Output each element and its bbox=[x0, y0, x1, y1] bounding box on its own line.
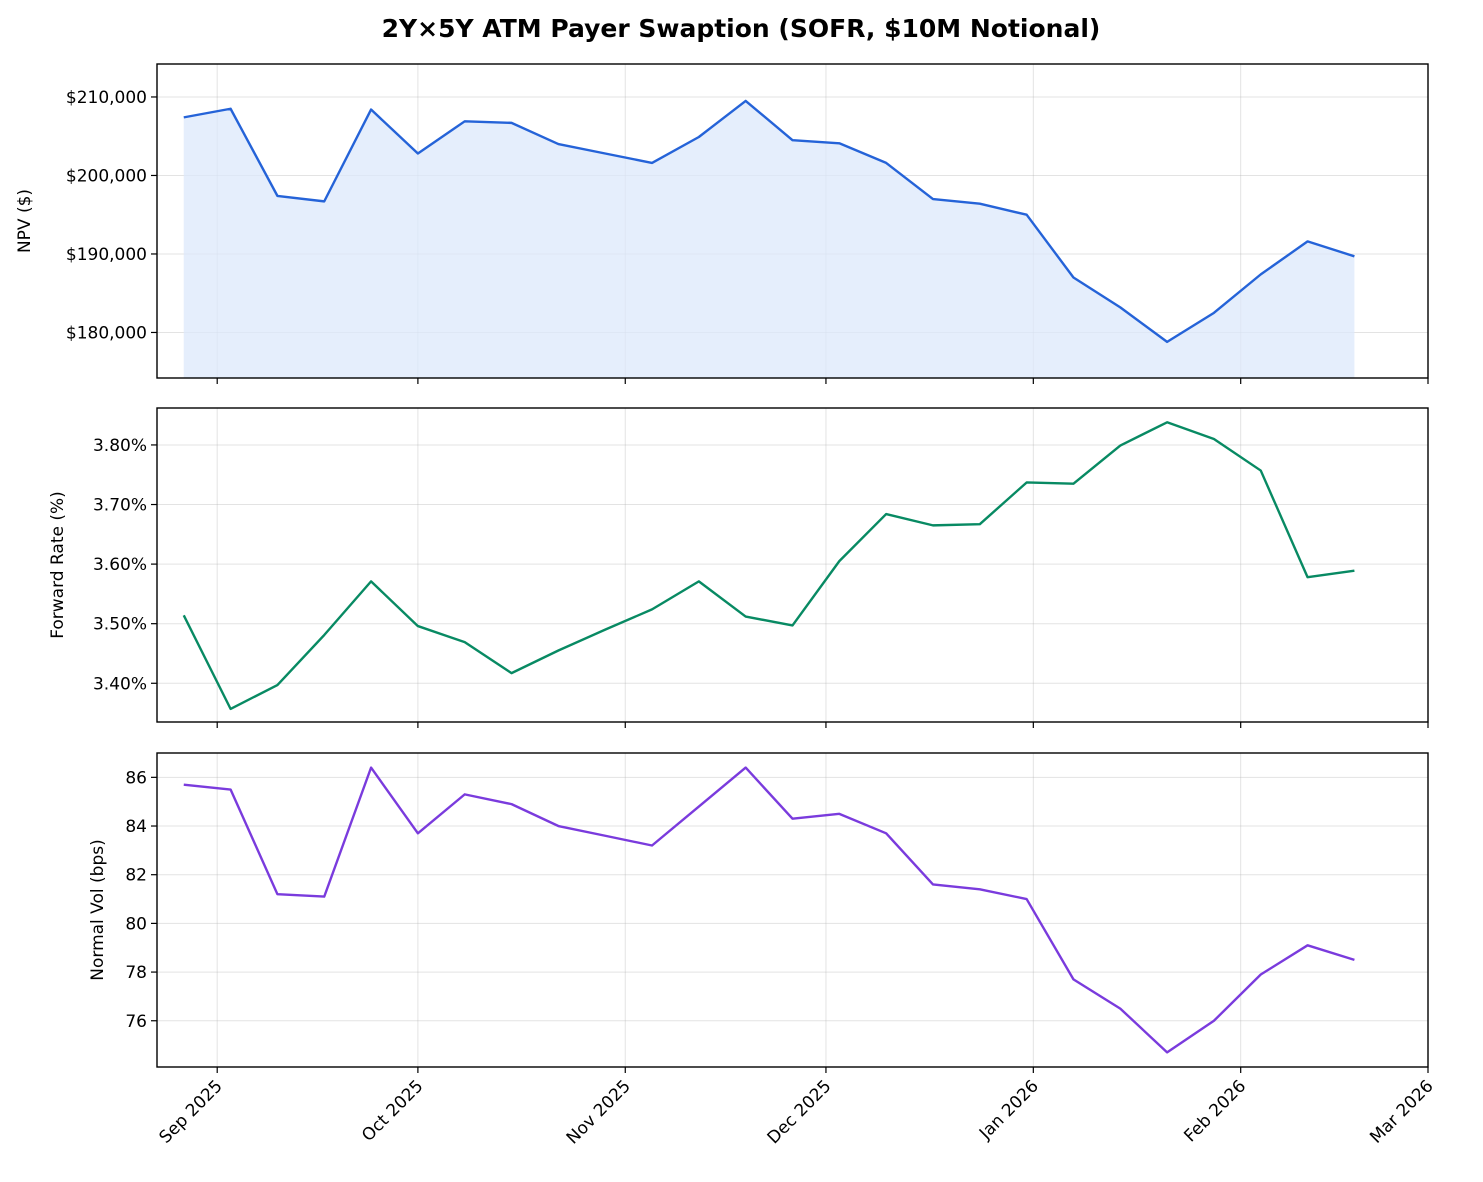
npv-frame bbox=[156, 63, 1429, 379]
normal-vol-ytick-label: 84 bbox=[125, 817, 147, 837]
xtick-label: Oct 2025 bbox=[358, 1076, 427, 1145]
normal-vol-ytick-label: 86 bbox=[125, 768, 147, 788]
npv-ylabel: NPV ($) bbox=[15, 189, 35, 253]
normal-vol-ytick-label: 78 bbox=[125, 963, 147, 983]
normal-vol-ylabel: Normal Vol (bps) bbox=[88, 839, 108, 980]
forward-rate-line bbox=[182, 421, 1355, 711]
normal-vol-ytick-label: 76 bbox=[125, 1012, 147, 1032]
npv-line bbox=[183, 99, 1355, 344]
chart-title: 2Y×5Y ATM Payer Swaption (SOFR, $10M Not… bbox=[382, 14, 1101, 43]
npv-ytick-label: $190,000 bbox=[66, 245, 147, 265]
xtick-label: Sep 2025 bbox=[156, 1076, 227, 1147]
xtick-label: Jan 2026 bbox=[975, 1076, 1043, 1144]
forward-rate-panel: 3.40% 3.50% 3.60% 3.70% 3.80% Forward Rate (%… bbox=[48, 407, 1429, 728]
npv-ytick-label: $180,000 bbox=[66, 323, 147, 343]
xtick-label: Feb 2026 bbox=[1180, 1076, 1250, 1146]
npv-panel: $180,000 $190,000 $200,000 $210,000 NPV ($) bbox=[15, 63, 1429, 384]
normal-vol-line bbox=[183, 766, 1355, 1054]
npv-ytick-label: $210,000 bbox=[66, 88, 147, 108]
forward-rate-ytick-label: 3.70% bbox=[93, 496, 147, 516]
xtick-label: Dec 2025 bbox=[764, 1076, 836, 1148]
panels: $180,000 $190,000 $200,000 $210,000 NPV ($) 3… bbox=[15, 63, 1438, 1148]
forward-rate-ytick-label: 3.80% bbox=[93, 436, 147, 456]
forward-rate-frame bbox=[156, 407, 1429, 723]
normal-vol-ytick-label: 82 bbox=[125, 866, 147, 886]
npv-area bbox=[183, 100, 1355, 379]
forward-rate-ytick-label: 3.60% bbox=[93, 555, 147, 575]
forward-rate-ytick-label: 3.50% bbox=[93, 615, 147, 635]
normal-vol-frame bbox=[156, 752, 1429, 1068]
normal-vol-ytick-label: 80 bbox=[125, 914, 147, 934]
xtick-label: Mar 2026 bbox=[1366, 1076, 1437, 1147]
forward-rate-ytick-label: 3.40% bbox=[93, 674, 147, 694]
npv-ytick-label: $200,000 bbox=[66, 166, 147, 186]
forward-rate-ylabel: Forward Rate (%) bbox=[48, 491, 68, 639]
normal-vol-panel: 76 78 80 82 84 86 Normal Vol (bps) Sep 2025 Oct … bbox=[88, 752, 1438, 1148]
xtick-label: Nov 2025 bbox=[563, 1076, 635, 1148]
